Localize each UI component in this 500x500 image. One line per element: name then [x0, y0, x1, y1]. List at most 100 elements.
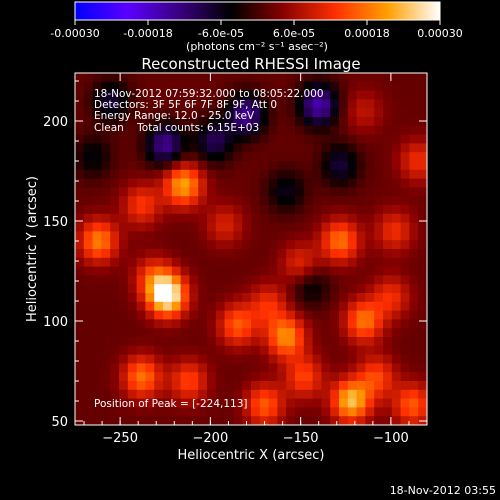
heatmap-cell	[163, 90, 173, 100]
heatmap-cell	[242, 117, 252, 127]
heatmap-cell	[400, 152, 410, 162]
heatmap-cell	[295, 196, 305, 206]
heatmap-cell	[233, 143, 243, 153]
heatmap-cell	[189, 222, 199, 232]
heatmap-cell	[224, 389, 234, 399]
heatmap-cell	[101, 99, 111, 109]
heatmap-cell	[198, 125, 208, 135]
heatmap-cell	[347, 73, 357, 83]
heatmap-cell	[321, 240, 331, 250]
heatmap-cell	[383, 152, 393, 162]
heatmap-cell	[180, 319, 190, 329]
heatmap-cell	[365, 398, 375, 408]
heatmap-cell	[277, 381, 287, 391]
heatmap-cell	[268, 328, 278, 338]
heatmap-cell	[356, 196, 366, 206]
heatmap-cell	[286, 354, 296, 364]
heatmap-cell	[365, 319, 375, 329]
heatmap-cell	[75, 152, 85, 162]
annotation-detectors: Detectors: 3F 5F 6F 7F 8F 9F, Att 0	[94, 99, 277, 111]
heatmap-cell	[277, 345, 287, 355]
heatmap-cell	[189, 90, 199, 100]
heatmap-cell	[215, 266, 225, 276]
heatmap-cell	[180, 169, 190, 179]
heatmap-cell	[171, 319, 181, 329]
heatmap-cell	[374, 99, 384, 109]
heatmap-cell	[391, 345, 401, 355]
heatmap-cell	[391, 416, 401, 425]
heatmap-cell	[207, 363, 217, 373]
heatmap-cell	[83, 328, 93, 338]
heatmap-cell	[145, 328, 155, 338]
heatmap-cell	[259, 301, 269, 311]
heatmap-cell	[110, 398, 120, 408]
heatmap-cell	[224, 363, 234, 373]
heatmap-cell	[92, 231, 102, 241]
heatmap-cell	[154, 143, 164, 153]
heatmap-cell	[110, 108, 120, 118]
heatmap-cell	[171, 178, 181, 188]
heatmap-cell	[330, 187, 340, 197]
heatmap-cell	[145, 293, 155, 303]
heatmap-cell	[286, 293, 296, 303]
heatmap-cell	[268, 99, 278, 109]
colorbar-strip	[74, 1, 441, 21]
heatmap-cell	[347, 345, 357, 355]
heatmap-cell	[127, 363, 137, 373]
heatmap-cell	[119, 205, 129, 215]
heatmap-cell	[259, 196, 269, 206]
heatmap-cell	[303, 301, 313, 311]
heatmap-cell	[312, 90, 322, 100]
heatmap-cell	[163, 73, 173, 83]
heatmap-cell	[224, 293, 234, 303]
heatmap-cell	[198, 169, 208, 179]
heatmap-cell	[224, 284, 234, 294]
heatmap-cell	[295, 310, 305, 320]
heatmap-cell	[224, 301, 234, 311]
heatmap-cell	[207, 257, 217, 267]
heatmap-cell	[145, 345, 155, 355]
heatmap-cell	[251, 328, 261, 338]
heatmap-cell	[268, 143, 278, 153]
heatmap-cell	[330, 310, 340, 320]
heatmap-cell	[136, 90, 146, 100]
heatmap-cell	[268, 231, 278, 241]
heatmap-cell	[330, 275, 340, 285]
heatmap-cell	[251, 125, 261, 135]
heatmap-cell	[330, 73, 340, 83]
heatmap-cell	[75, 310, 85, 320]
heatmap-cell	[330, 284, 340, 294]
heatmap-cell	[312, 310, 322, 320]
heatmap-cell	[75, 398, 85, 408]
heatmap-cell	[365, 152, 375, 162]
heatmap-cell	[189, 372, 199, 382]
heatmap-cell	[189, 398, 199, 408]
heatmap-cell	[365, 205, 375, 215]
heatmap-cell	[154, 337, 164, 347]
heatmap-cell	[215, 310, 225, 320]
heatmap-cell	[163, 196, 173, 206]
heatmap-cell	[163, 240, 173, 250]
heatmap-cell	[233, 310, 243, 320]
heatmap-cell	[233, 99, 243, 109]
heatmap-cell	[374, 363, 384, 373]
heatmap-cell	[224, 416, 234, 425]
heatmap-cell	[347, 231, 357, 241]
heatmap-cell	[339, 90, 349, 100]
heatmap-cell	[259, 284, 269, 294]
heatmap-cell	[145, 196, 155, 206]
heatmap-cell	[163, 345, 173, 355]
heatmap-cell	[233, 381, 243, 391]
heatmap-cell	[259, 222, 269, 232]
heatmap-cell	[101, 372, 111, 382]
heatmap-cell	[312, 134, 322, 144]
heatmap-cell	[180, 416, 190, 425]
heatmap-cell	[259, 372, 269, 382]
heatmap-cell	[127, 231, 137, 241]
heatmap-cell	[180, 108, 190, 118]
heatmap-cell	[409, 152, 419, 162]
heatmap-cell	[171, 398, 181, 408]
heatmap-cell	[303, 249, 313, 259]
heatmap-cell	[207, 416, 217, 425]
heatmap-cell	[312, 117, 322, 127]
